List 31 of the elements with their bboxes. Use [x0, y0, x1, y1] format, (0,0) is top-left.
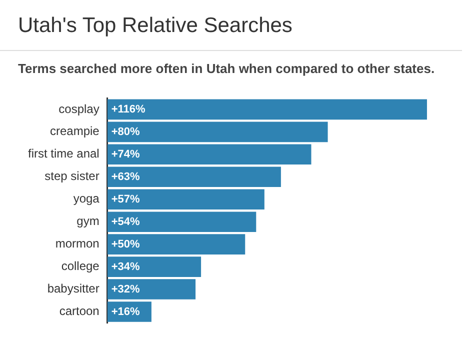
y-tick-label: cartoon — [59, 304, 100, 318]
y-tick-label: yoga — [73, 192, 100, 206]
data-label: +54% — [111, 216, 140, 228]
bar — [107, 256, 202, 277]
bar — [107, 234, 246, 254]
y-tick-label: babysitter — [47, 282, 100, 296]
bar — [107, 99, 427, 120]
y-tick-label: first time anal — [28, 146, 100, 161]
bar — [107, 122, 328, 142]
y-tick-label: college — [61, 259, 100, 274]
data-label: +63% — [111, 170, 140, 183]
data-label: +16% — [111, 306, 140, 318]
bar — [107, 144, 312, 165]
bar — [107, 212, 256, 232]
data-label: +80% — [111, 126, 140, 138]
y-tick-label: creampie — [50, 124, 100, 138]
data-label: +116% — [111, 103, 146, 116]
data-label: +74% — [111, 148, 140, 160]
chart-subtitle: Terms searched more often in Utah when compared to other states. — [17, 60, 436, 78]
y-tick-label: gym — [76, 214, 100, 228]
bar — [107, 279, 196, 300]
bar — [107, 189, 264, 210]
chart-title: Utah's Top Relative Searches — [0, 0, 462, 51]
data-label: +32% — [111, 283, 140, 296]
bar — [107, 166, 281, 188]
y-tick-label: step sister — [44, 169, 100, 184]
data-label: +57% — [111, 193, 140, 206]
y-tick-label: cosplay — [58, 102, 100, 116]
data-label: +50% — [111, 238, 140, 250]
y-tick-label: mormon — [55, 236, 100, 251]
data-label: +34% — [111, 260, 140, 273]
